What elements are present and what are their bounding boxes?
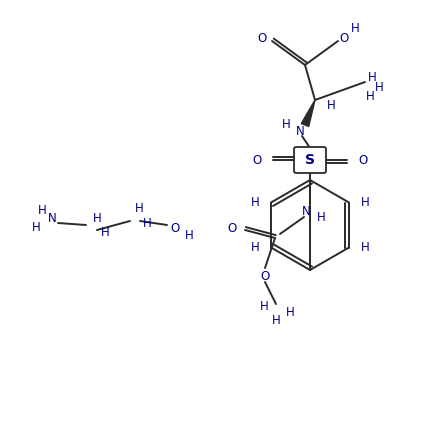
Text: H: H <box>351 21 360 35</box>
Text: H: H <box>327 99 335 112</box>
Text: N: N <box>48 211 57 224</box>
Text: H: H <box>365 90 374 102</box>
Text: H: H <box>92 211 101 224</box>
Text: H: H <box>185 229 193 242</box>
Text: H: H <box>375 80 383 93</box>
Text: H: H <box>286 306 295 319</box>
Text: H: H <box>360 241 369 254</box>
Text: O: O <box>257 32 267 45</box>
Text: O: O <box>358 154 368 166</box>
Text: H: H <box>316 210 325 224</box>
Text: H: H <box>272 314 280 327</box>
Text: O: O <box>170 221 180 234</box>
Polygon shape <box>301 100 315 126</box>
Text: H: H <box>32 221 41 234</box>
Text: H: H <box>360 196 369 209</box>
FancyBboxPatch shape <box>294 147 326 173</box>
Text: H: H <box>251 196 260 209</box>
Text: O: O <box>260 269 270 282</box>
Text: H: H <box>368 70 376 83</box>
Text: N: N <box>296 125 304 138</box>
Text: O: O <box>339 32 349 45</box>
Text: H: H <box>143 216 151 229</box>
Text: H: H <box>100 226 109 239</box>
Text: H: H <box>281 117 290 131</box>
Text: H: H <box>135 202 143 215</box>
Text: H: H <box>251 241 260 254</box>
Text: N: N <box>302 205 310 218</box>
Text: H: H <box>260 299 268 312</box>
Text: O: O <box>252 154 262 166</box>
Text: S: S <box>305 153 315 167</box>
Text: O: O <box>227 221 237 234</box>
Text: H: H <box>38 203 46 216</box>
